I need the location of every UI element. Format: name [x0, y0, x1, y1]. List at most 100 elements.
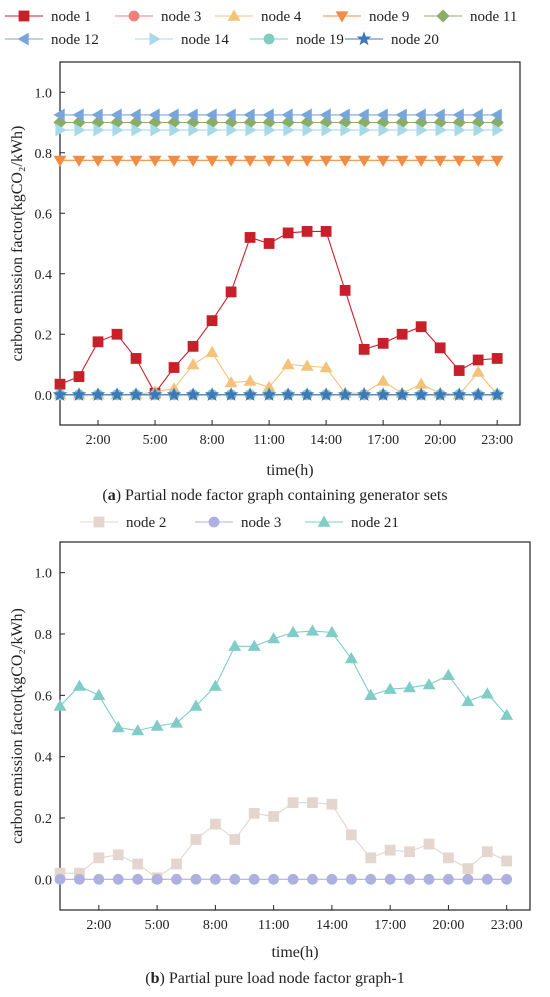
chart-b-x-tick-label: 8:00 [203, 918, 228, 933]
chart-a-series-node-20-point [90, 387, 106, 401]
chart-b-series-node-2-point [287, 797, 299, 809]
chart-b-plot-frame [59, 541, 531, 911]
chart-a-series-node-14-point [454, 123, 466, 137]
chart-a-legend-label: node 12 [51, 32, 99, 48]
chart-a: 0.0 0.2 0.4 0.6 0.8 1.0 2:00 5:00 8:00 11:00 14:00… [5, 9, 521, 504]
chart-a-series-node-4-point [224, 376, 238, 388]
chart-a-series-node-1-line [59, 230, 498, 395]
chart-a-series-node-20-point [470, 387, 486, 401]
chart-a-series-node-14-point [55, 123, 67, 137]
chart-a-series-node-1-point [339, 284, 351, 296]
chart-b-series-node-3-point [93, 873, 105, 885]
chart-a-series-node-20-point [375, 387, 391, 401]
chart-b-series-node-3-point [365, 873, 377, 885]
chart-a-series-node-9-point [357, 155, 371, 167]
chart-a-series-node-14-point [302, 123, 314, 137]
chart-a-series-node-4-point [281, 357, 295, 370]
chart-a-series-node-20-point [489, 387, 505, 401]
chart-a-legend-marker [356, 31, 372, 46]
chart-b-legend-label: node 2 [126, 515, 166, 531]
chart-b-caption-open: ( [145, 970, 150, 987]
chart-b-series-node-3-point [345, 873, 357, 885]
chart-a-x-tick-label: 8:00 [200, 433, 225, 448]
chart-b-legend-marker [93, 516, 105, 528]
chart-a-series-node-12-point [281, 108, 293, 122]
chart-b-series-node-2-point [209, 818, 221, 830]
chart-b-series-node-21-point [208, 679, 222, 691]
chart-b-series-node-3-point [384, 873, 396, 885]
chart-a-legend-marker [149, 32, 161, 46]
chart-b-series-node-21-point [150, 719, 164, 731]
chart-a-series-node-1-point [320, 225, 332, 237]
chart-a-series-node-9-point [129, 155, 143, 167]
chart-b-series-node-3 [54, 873, 513, 885]
chart-a-series-node-14-point [492, 123, 504, 137]
chart-a-series-node-1-point [282, 227, 294, 239]
chart-a-legend-node-11: node 11 [424, 9, 517, 25]
chart-a-series-node-12-point [53, 108, 65, 122]
chart-b-series-node-21-point [403, 681, 416, 693]
chart-a-legend-label: node 1 [51, 9, 91, 25]
chart-a-series-node-20-point [223, 387, 239, 401]
chart-a-series-node-12-point [91, 108, 103, 122]
chart-a-series-node-14-point [264, 123, 276, 137]
chart-a-series-node-1-point [396, 328, 408, 340]
chart-a-series-node-20-point [185, 387, 201, 401]
chart-a-legend-node-1: node 1 [5, 9, 91, 25]
chart-a-series-node-20-point [451, 387, 467, 401]
chart-a-y-tick-label: 0.4 [35, 268, 53, 283]
chart-a-legend-label: node 19 [296, 32, 344, 48]
chart-b-series-node-3-point [229, 873, 241, 885]
chart-a-series-node-1 [54, 225, 503, 399]
chart-a-series-node-1-point [168, 362, 180, 373]
chart-a-series-node-9-point [262, 155, 276, 167]
chart-a-series-node-9-point [395, 155, 409, 167]
chart-a-series-node-9-point [338, 155, 352, 167]
chart-a-series-node-14-point [131, 123, 143, 137]
chart-b-series-node-21-point [189, 699, 203, 711]
chart-a-series-node-14-point [397, 123, 409, 137]
chart-a-series-node-14-point [150, 123, 162, 137]
chart-a-series-node-9-point [471, 155, 485, 167]
chart-a-series-node-20-point [71, 387, 87, 401]
chart-b-x-tick-label: 2:00 [86, 918, 111, 933]
chart-a-y-tick-label: 0.0 [35, 389, 53, 404]
chart-b-x-axis-title: time(h) [271, 944, 318, 961]
chart-a-series-node-14-point [473, 123, 485, 137]
chart-a-legend-node-19: node 19 [250, 32, 344, 48]
chart-b-series-node-2-point [404, 846, 415, 858]
chart-a-series-node-1-point [130, 353, 142, 364]
chart-a-series-node-1-point [92, 336, 104, 348]
chart-a-series-node-12-point [110, 108, 122, 122]
chart-b-legend-marker [208, 516, 220, 528]
chart-a-series-node-20 [52, 387, 505, 401]
chart-a-legend-marker [18, 10, 30, 22]
chart-a-x-tick-label: 5:00 [143, 433, 168, 448]
chart-a-series-node-20-point [318, 387, 334, 401]
chart-a-legend-node-9: node 9 [323, 9, 409, 25]
chart-b-series-node-21 [53, 624, 514, 736]
chart-a-series-node-4-point [319, 360, 333, 373]
chart-a-legend-label: node 11 [470, 9, 517, 25]
chart-a-series-node-4-point [243, 374, 257, 386]
chart-b-series-node-3-point [171, 873, 182, 885]
chart-a-series-node-4-line [60, 351, 498, 396]
chart-a-caption-open: ( [102, 487, 107, 504]
chart-a-x-tick-label: 14:00 [310, 433, 342, 448]
chart-b-x-tick-label: 11:00 [258, 918, 289, 933]
chart-b-series-node-21-point [247, 639, 261, 651]
chart-a-series-node-12-point [490, 108, 502, 122]
chart-b-series-node-21-point [53, 699, 67, 711]
chart-b-series-node-21-point [500, 708, 514, 720]
chart-b-series-node-2-point [93, 852, 105, 864]
chart-b-series-node-3-point [501, 873, 513, 885]
chart-a-series-node-4-point [376, 374, 390, 386]
chart-b-x-tick-label: 5:00 [145, 918, 170, 933]
chart-b-series-node-3-point [443, 873, 454, 885]
chart-a-series-node-12-point [262, 108, 274, 122]
chart-a-series-node-12-point [357, 108, 369, 122]
chart-a-series-node-20-point [128, 387, 144, 401]
chart-a-series-node-1-point [491, 353, 503, 364]
chart-b-series-node-2-point [345, 829, 357, 841]
chart-b-series-node-3-point [326, 873, 338, 885]
